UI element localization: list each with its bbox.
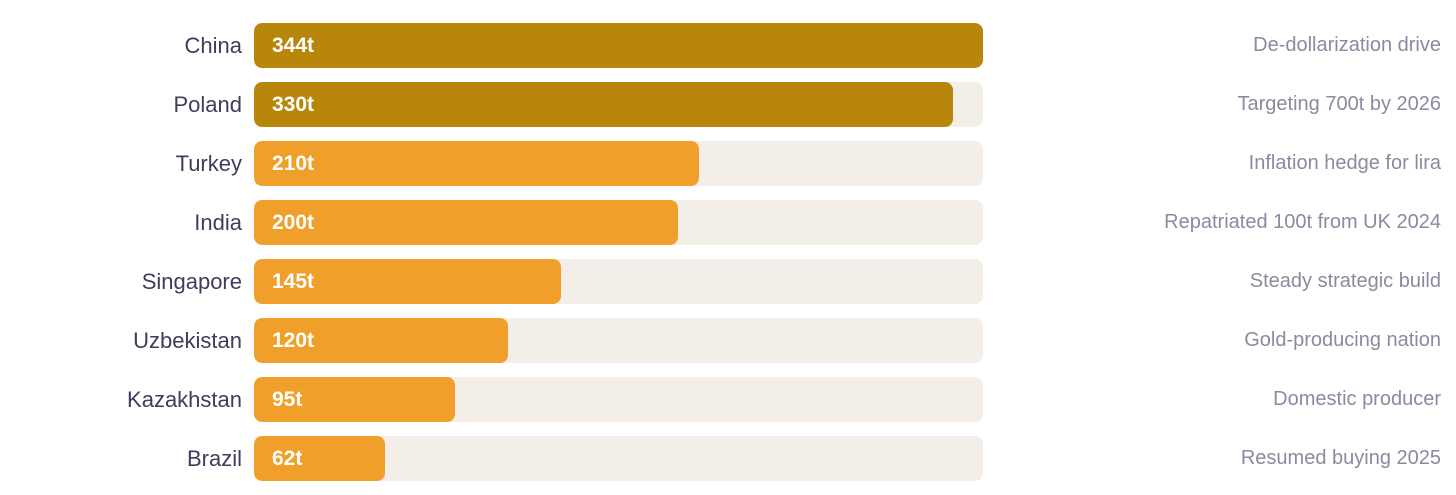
value-label: 62t <box>272 447 303 470</box>
category-label: Brazil <box>186 446 242 471</box>
bar-row: Turkey 210t Inflation hedge for lira <box>0 141 1456 186</box>
bar <box>254 141 699 186</box>
bar-track: 210t <box>254 141 983 186</box>
category-label: China <box>184 33 242 58</box>
annotation-label: Inflation hedge for lira <box>1248 152 1441 174</box>
category-label: Turkey <box>175 151 242 176</box>
annotation-label: De-dollarization drive <box>1253 34 1441 56</box>
bar <box>254 318 508 363</box>
value-label: 210t <box>272 152 315 175</box>
bar <box>254 82 953 127</box>
bar-track: 62t <box>254 436 983 481</box>
value-label: 330t <box>272 93 315 116</box>
category-label: Poland <box>173 92 242 117</box>
bar <box>254 23 983 68</box>
bar <box>254 436 385 481</box>
bar-row: Singapore 145t Steady strategic build <box>0 259 1456 304</box>
annotation-label: Repatriated 100t from UK 2024 <box>1164 211 1441 233</box>
category-label: Uzbekistan <box>133 328 242 353</box>
category-label: Kazakhstan <box>127 387 242 412</box>
bar-track: 344t <box>254 23 983 68</box>
bar-row: Brazil 62t Resumed buying 2025 <box>0 436 1456 481</box>
annotation-label: Steady strategic build <box>1249 270 1441 292</box>
bar-track: 145t <box>254 259 983 304</box>
bar-track: 330t <box>254 82 983 127</box>
value-label: 344t <box>272 34 315 57</box>
value-label: 145t <box>272 270 315 293</box>
category-label: Singapore <box>141 269 242 294</box>
value-label: 120t <box>272 329 315 352</box>
bar-row: China 344t De-dollarization drive <box>0 23 1456 68</box>
bar-row: Poland 330t Targeting 700t by 2026 <box>0 82 1456 127</box>
bar-row: Uzbekistan 120t Gold-producing nation <box>0 318 1456 363</box>
value-label: 95t <box>272 388 303 411</box>
value-label: 200t <box>272 211 315 234</box>
bar-track: 95t <box>254 377 983 422</box>
bar <box>254 377 455 422</box>
bar-row: Kazakhstan 95t Domestic producer <box>0 377 1456 422</box>
bar <box>254 259 561 304</box>
bar-track: 200t <box>254 200 983 245</box>
bar <box>254 200 678 245</box>
annotation-label: Resumed buying 2025 <box>1240 447 1441 469</box>
annotation-label: Gold-producing nation <box>1244 329 1441 351</box>
bar-row: India 200t Repatriated 100t from UK 2024 <box>0 200 1456 245</box>
category-label: India <box>194 210 242 235</box>
bar-track: 120t <box>254 318 983 363</box>
annotation-label: Domestic producer <box>1273 388 1441 410</box>
annotation-label: Targeting 700t by 2026 <box>1237 93 1442 115</box>
